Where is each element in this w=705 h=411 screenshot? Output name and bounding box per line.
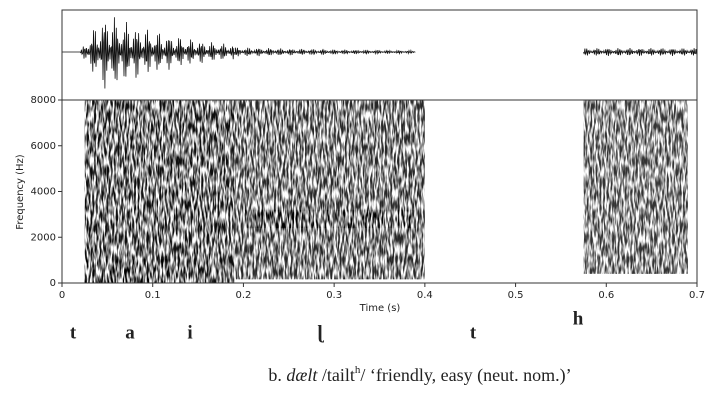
caption: b. dælt /tailth/ ‘friendly, easy (neut. … xyxy=(268,364,571,387)
x-tick-label: 0.1 xyxy=(145,290,161,301)
x-tick-label: 0.7 xyxy=(689,290,705,301)
spectrogram-region xyxy=(243,209,416,229)
x-tick-label: 0.3 xyxy=(326,290,342,301)
x-axis-label: Time (s) xyxy=(359,303,401,314)
y-tick-label: 6000 xyxy=(31,141,56,152)
caption-gloss: / ‘friendly, easy (neut. nom.)’ xyxy=(360,365,571,386)
x-tick-label: 0.2 xyxy=(235,290,251,301)
y-tick-label: 2000 xyxy=(31,232,56,243)
caption-ipa: /tailt xyxy=(322,365,355,385)
caption-word: dælt xyxy=(286,365,318,385)
x-tick-label: 0 xyxy=(59,290,65,301)
x-tick-label: 0.5 xyxy=(508,290,524,301)
caption-label: b. xyxy=(268,365,282,385)
segment-label: ɭ xyxy=(317,322,324,343)
y-tick-label: 4000 xyxy=(31,187,56,198)
spectrogram-region xyxy=(234,100,425,280)
spectrogram-region xyxy=(583,100,688,274)
caption-superscript: h xyxy=(355,364,361,376)
spectrogram-image xyxy=(84,100,688,283)
y-tick-label: 8000 xyxy=(31,95,56,106)
x-tick-label: 0.6 xyxy=(598,290,614,301)
segment-label: i xyxy=(187,322,192,343)
spectrogram-region xyxy=(84,100,235,283)
x-tick-label: 0.4 xyxy=(417,290,433,301)
y-axis-label: Frequency (Hz) xyxy=(15,154,26,230)
segment-label: h xyxy=(573,308,584,329)
spectrogram-region xyxy=(84,259,171,283)
waveform xyxy=(62,17,697,89)
segment-label: t xyxy=(70,322,77,343)
segment-label: a xyxy=(125,322,135,343)
segment-label: t xyxy=(470,322,477,343)
y-tick-label: 0 xyxy=(50,278,56,289)
